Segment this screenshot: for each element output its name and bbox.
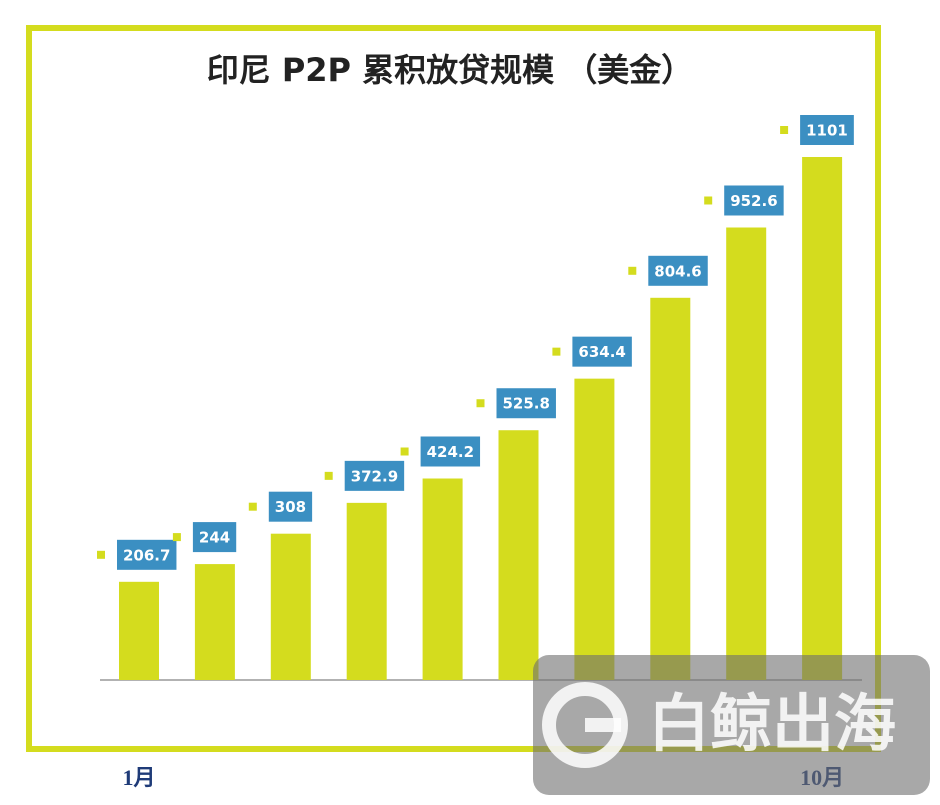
bar: [270, 533, 311, 680]
label-marker: [628, 266, 637, 275]
label-marker: [248, 502, 257, 511]
value-label: 525.8: [503, 395, 550, 413]
bar: [650, 297, 691, 680]
value-label: 1101: [806, 122, 848, 140]
value-label: 206.7: [123, 546, 170, 564]
frame: [26, 25, 881, 752]
bar: [194, 564, 235, 680]
bar: [346, 502, 387, 680]
label-marker: [552, 347, 561, 356]
label-marker: [324, 471, 333, 480]
bar: [802, 157, 843, 680]
value-label-box: [496, 388, 556, 419]
label-marker: [704, 196, 713, 205]
label-marker: [172, 533, 181, 542]
value-label-box: [800, 115, 854, 145]
value-label-box: [572, 336, 632, 367]
bar: [498, 430, 539, 680]
bar: [119, 581, 159, 680]
label-marker: [780, 126, 789, 134]
chart-title: 印尼 P2P 累积放贷规模 （美金）: [207, 51, 694, 89]
value-label-box: [724, 185, 784, 216]
value-label-box: [420, 436, 481, 467]
value-label-box: [648, 255, 708, 286]
value-label: 634.4: [578, 343, 625, 361]
value-label: 952.6: [730, 192, 777, 210]
watermark-logo: [585, 718, 621, 732]
value-label: 804.6: [654, 262, 701, 280]
value-label-box: [268, 491, 313, 522]
bar: [574, 378, 615, 680]
label-marker: [400, 447, 409, 456]
value-label-box: [344, 460, 405, 491]
bar: [726, 227, 767, 681]
x-tick-label: 1月: [122, 765, 155, 790]
bar: [422, 478, 463, 680]
watermark-box: [533, 655, 930, 795]
watermark: 白鲸出海: [533, 655, 930, 795]
value-label-box: [192, 522, 237, 553]
value-label: 424.2: [427, 443, 474, 461]
label-marker: [476, 399, 485, 408]
value-label: 244: [199, 529, 230, 547]
value-label: 308: [275, 498, 306, 516]
label-marker: [97, 550, 105, 559]
value-label: 372.9: [351, 467, 398, 485]
value-label-box: [117, 539, 177, 570]
watermark-text: 白鲸出海: [648, 687, 896, 760]
